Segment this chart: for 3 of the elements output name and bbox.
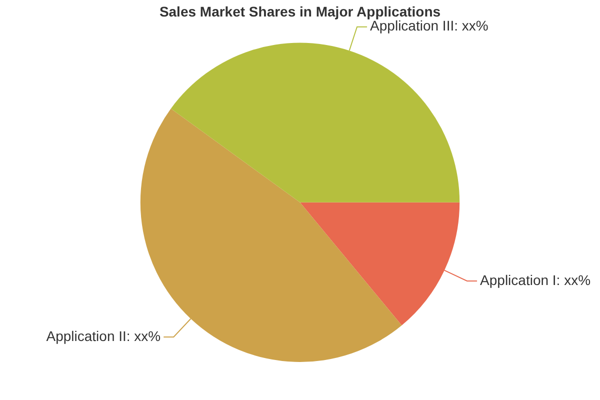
chart-title: Sales Market Shares in Major Applications [159,3,441,20]
slice-label: Application I: xx% [480,272,591,288]
slice-label: Application II: xx% [46,328,161,344]
